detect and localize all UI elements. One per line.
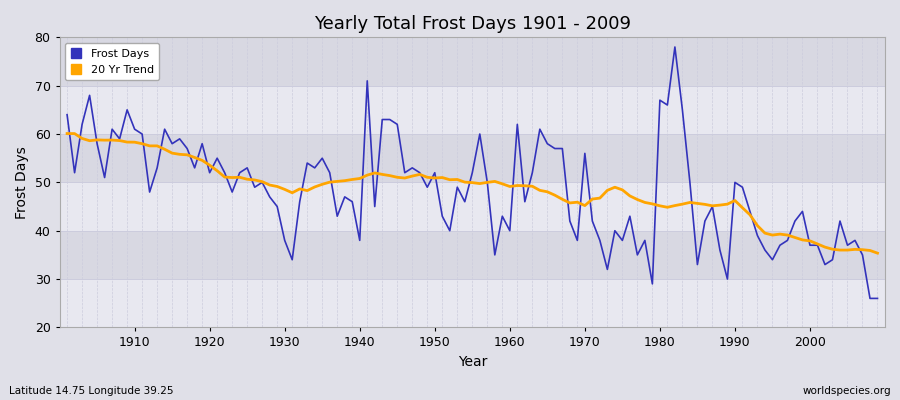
Frost Days	[287, 257, 298, 262]
Frost Days	[122, 108, 132, 112]
Frost Days	[504, 228, 515, 233]
Line: Frost Days: Frost Days	[68, 47, 878, 298]
Frost Days	[332, 214, 343, 219]
Text: Latitude 14.75 Longitude 39.25: Latitude 14.75 Longitude 39.25	[9, 386, 174, 396]
Frost Days	[670, 45, 680, 50]
Frost Days	[62, 112, 73, 117]
Bar	[59, 134, 885, 182]
20 Yr Trend	[595, 196, 606, 200]
Frost Days	[865, 296, 876, 301]
20 Yr Trend	[497, 182, 508, 186]
Y-axis label: Frost Days: Frost Days	[15, 146, 29, 219]
Frost Days	[872, 296, 883, 301]
Frost Days	[497, 214, 508, 219]
20 Yr Trend	[332, 179, 343, 184]
Text: worldspecies.org: worldspecies.org	[803, 386, 891, 396]
20 Yr Trend	[872, 251, 883, 256]
X-axis label: Year: Year	[457, 355, 487, 369]
Line: 20 Yr Trend: 20 Yr Trend	[68, 134, 878, 253]
20 Yr Trend	[122, 140, 132, 144]
Frost Days	[595, 238, 606, 243]
20 Yr Trend	[287, 190, 298, 195]
Bar	[59, 86, 885, 134]
Bar	[59, 279, 885, 328]
20 Yr Trend	[504, 184, 515, 189]
Bar	[59, 37, 885, 86]
Title: Yearly Total Frost Days 1901 - 2009: Yearly Total Frost Days 1901 - 2009	[314, 15, 631, 33]
Bar	[59, 231, 885, 279]
20 Yr Trend	[62, 131, 73, 136]
Legend: Frost Days, 20 Yr Trend: Frost Days, 20 Yr Trend	[65, 43, 159, 80]
Bar	[59, 182, 885, 231]
